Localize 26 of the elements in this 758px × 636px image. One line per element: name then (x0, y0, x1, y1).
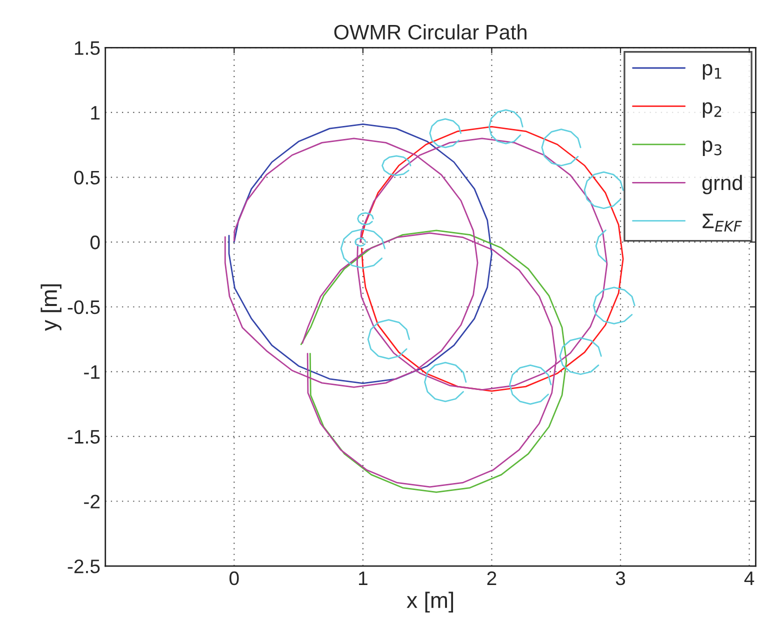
x-tick-label: 4 (744, 572, 754, 585)
y-tick-label: 1 (91, 106, 100, 120)
y-tick-label: -2 (84, 494, 100, 508)
y-tick-label: -1 (84, 365, 100, 379)
x-tick-label: 2 (487, 571, 496, 585)
line-series (300, 230, 568, 493)
legend-label: Σ$_{EKF}$ (702, 214, 742, 232)
y-axis-title: y [m] (40, 284, 62, 331)
y-tick-label: -1.5 (68, 430, 100, 444)
legend-label: p$_{2}$ (702, 102, 722, 118)
legend-label: grnd (702, 174, 742, 194)
x-tick-label: 1 (359, 572, 368, 585)
y-tick-label: 0 (90, 236, 100, 250)
y-tick-label: -0.5 (68, 300, 100, 314)
x-tick-label: 0 (230, 571, 239, 586)
chart-title: OWMR Circular Path (334, 24, 526, 40)
y-tick-label: 1.5 (74, 41, 100, 55)
line-series (228, 123, 492, 384)
x-axis-title: x [m] (406, 592, 454, 613)
legend-label: p$_{1}$ (702, 64, 722, 80)
x-tick-label: 3 (616, 571, 626, 586)
legend-label: p$_{3}$ (702, 140, 722, 156)
line-series (360, 126, 624, 392)
y-tick-label: 0.5 (74, 170, 100, 185)
line-series (595, 230, 606, 262)
y-tick-label: -2.5 (68, 560, 100, 574)
